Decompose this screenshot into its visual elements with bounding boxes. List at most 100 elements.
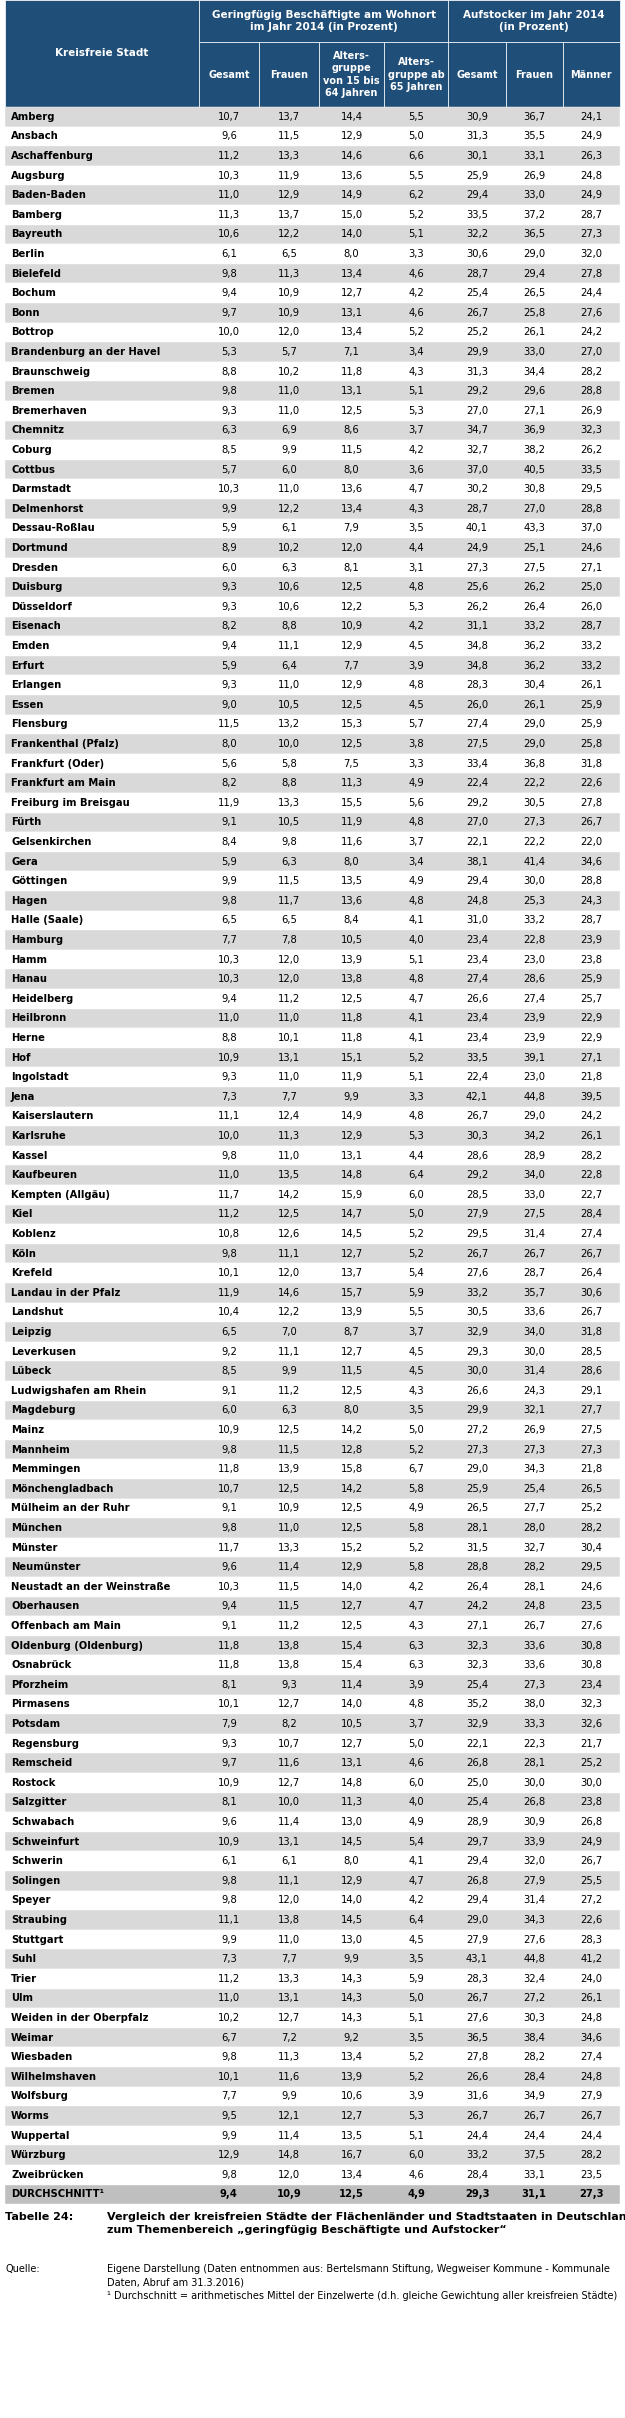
- Text: 26,7: 26,7: [466, 307, 488, 317]
- Text: 27,0: 27,0: [523, 503, 545, 513]
- Text: 22,7: 22,7: [580, 1190, 602, 1199]
- Bar: [5, 1968, 620, 1988]
- Bar: [5, 716, 620, 735]
- Text: 8,8: 8,8: [221, 368, 237, 377]
- Text: 33,1: 33,1: [523, 150, 545, 162]
- Text: 4,5: 4,5: [408, 699, 424, 711]
- Text: 28,8: 28,8: [466, 1562, 488, 1572]
- Text: 5,0: 5,0: [408, 131, 424, 140]
- Text: 33,2: 33,2: [523, 621, 545, 631]
- Text: 24,9: 24,9: [466, 544, 488, 554]
- Bar: [5, 186, 620, 206]
- Text: 12,9: 12,9: [341, 131, 362, 140]
- Text: Halle (Saale): Halle (Saale): [11, 916, 83, 926]
- Text: 30,5: 30,5: [523, 798, 545, 808]
- Text: 14,0: 14,0: [341, 1700, 362, 1710]
- Text: 26,7: 26,7: [466, 2111, 488, 2121]
- Text: 24,4: 24,4: [466, 2130, 488, 2140]
- Bar: [5, 1419, 620, 1439]
- Text: 5,3: 5,3: [408, 406, 424, 416]
- Bar: [5, 1557, 620, 1577]
- Text: 32,0: 32,0: [581, 249, 602, 259]
- Text: 5,0: 5,0: [408, 1424, 424, 1434]
- Text: 26,5: 26,5: [523, 288, 546, 297]
- Text: Amberg: Amberg: [11, 111, 56, 121]
- Text: 10,7: 10,7: [217, 111, 240, 121]
- Text: Salzgitter: Salzgitter: [11, 1797, 66, 1806]
- Text: 11,8: 11,8: [217, 1465, 240, 1475]
- Text: 12,9: 12,9: [341, 1132, 362, 1141]
- Text: Düsseldorf: Düsseldorf: [11, 602, 72, 612]
- Text: 10,0: 10,0: [218, 1132, 240, 1141]
- Bar: [5, 655, 620, 675]
- Text: 4,8: 4,8: [408, 583, 424, 592]
- Text: 5,5: 5,5: [408, 1308, 424, 1318]
- Text: 33,0: 33,0: [523, 1190, 545, 1199]
- Bar: [5, 1637, 620, 1656]
- Bar: [5, 1185, 620, 1204]
- Text: Rostock: Rostock: [11, 1777, 56, 1787]
- Text: 9,4: 9,4: [221, 641, 237, 650]
- Text: 12,5: 12,5: [341, 406, 362, 416]
- Text: 9,3: 9,3: [221, 583, 237, 592]
- Text: Herne: Herne: [11, 1032, 45, 1042]
- Text: 28,3: 28,3: [466, 1973, 488, 1983]
- Bar: [5, 1224, 620, 1243]
- Bar: [5, 617, 620, 636]
- Text: 10,9: 10,9: [278, 307, 300, 317]
- Text: 11,7: 11,7: [217, 1190, 240, 1199]
- Text: 5,1: 5,1: [408, 230, 424, 239]
- Text: 29,0: 29,0: [523, 721, 545, 730]
- Text: 11,3: 11,3: [278, 1132, 300, 1141]
- Text: Mainz: Mainz: [11, 1424, 44, 1434]
- Text: 25,2: 25,2: [466, 326, 488, 339]
- Text: 24,8: 24,8: [581, 2072, 602, 2082]
- Text: 35,2: 35,2: [466, 1700, 488, 1710]
- Text: 29,3: 29,3: [466, 1347, 488, 1356]
- Text: 31,4: 31,4: [523, 1228, 545, 1238]
- Text: 3,5: 3,5: [408, 2034, 424, 2043]
- Text: 34,3: 34,3: [523, 1915, 545, 1925]
- Text: 9,9: 9,9: [221, 875, 237, 887]
- Text: 12,7: 12,7: [341, 1739, 362, 1748]
- Text: 10,6: 10,6: [278, 602, 300, 612]
- Bar: [5, 2067, 620, 2087]
- Text: Kiel: Kiel: [11, 1209, 32, 1219]
- Text: 11,2: 11,2: [217, 1209, 240, 1219]
- Text: 12,5: 12,5: [278, 1424, 300, 1434]
- Text: 32,9: 32,9: [466, 1719, 488, 1729]
- Text: Oberhausen: Oberhausen: [11, 1601, 79, 1610]
- Text: 4,9: 4,9: [408, 875, 424, 887]
- Text: 14,2: 14,2: [278, 1190, 300, 1199]
- Text: 11,5: 11,5: [341, 445, 362, 455]
- Text: 27,5: 27,5: [523, 563, 546, 573]
- Text: 13,8: 13,8: [278, 1639, 300, 1651]
- Text: 5,9: 5,9: [221, 856, 237, 866]
- Text: 13,6: 13,6: [341, 172, 362, 181]
- Text: 29,5: 29,5: [580, 1562, 602, 1572]
- Text: 24,3: 24,3: [581, 895, 602, 907]
- Text: 14,0: 14,0: [341, 1896, 362, 1905]
- Bar: [5, 1460, 620, 1480]
- Text: 9,8: 9,8: [221, 387, 237, 397]
- Text: 11,2: 11,2: [278, 994, 300, 1003]
- Bar: [5, 1499, 620, 1519]
- Text: 13,1: 13,1: [341, 387, 362, 397]
- Text: 4,1: 4,1: [408, 1013, 424, 1023]
- Text: 13,0: 13,0: [341, 1816, 362, 1828]
- Text: Dortmund: Dortmund: [11, 544, 68, 554]
- Text: 9,3: 9,3: [221, 1071, 237, 1083]
- Bar: [5, 1107, 620, 1127]
- Text: 41,4: 41,4: [523, 856, 545, 866]
- Text: 26,5: 26,5: [466, 1504, 488, 1514]
- Text: 32,7: 32,7: [523, 1543, 545, 1552]
- Text: 10,0: 10,0: [218, 326, 240, 339]
- Text: 11,0: 11,0: [278, 679, 300, 689]
- Text: Landshut: Landshut: [11, 1308, 63, 1318]
- Bar: [5, 2145, 620, 2164]
- Text: 11,2: 11,2: [217, 150, 240, 162]
- Text: 4,8: 4,8: [408, 679, 424, 689]
- Text: 32,2: 32,2: [466, 230, 488, 239]
- Text: 12,9: 12,9: [341, 1876, 362, 1886]
- Text: 30,0: 30,0: [523, 875, 545, 887]
